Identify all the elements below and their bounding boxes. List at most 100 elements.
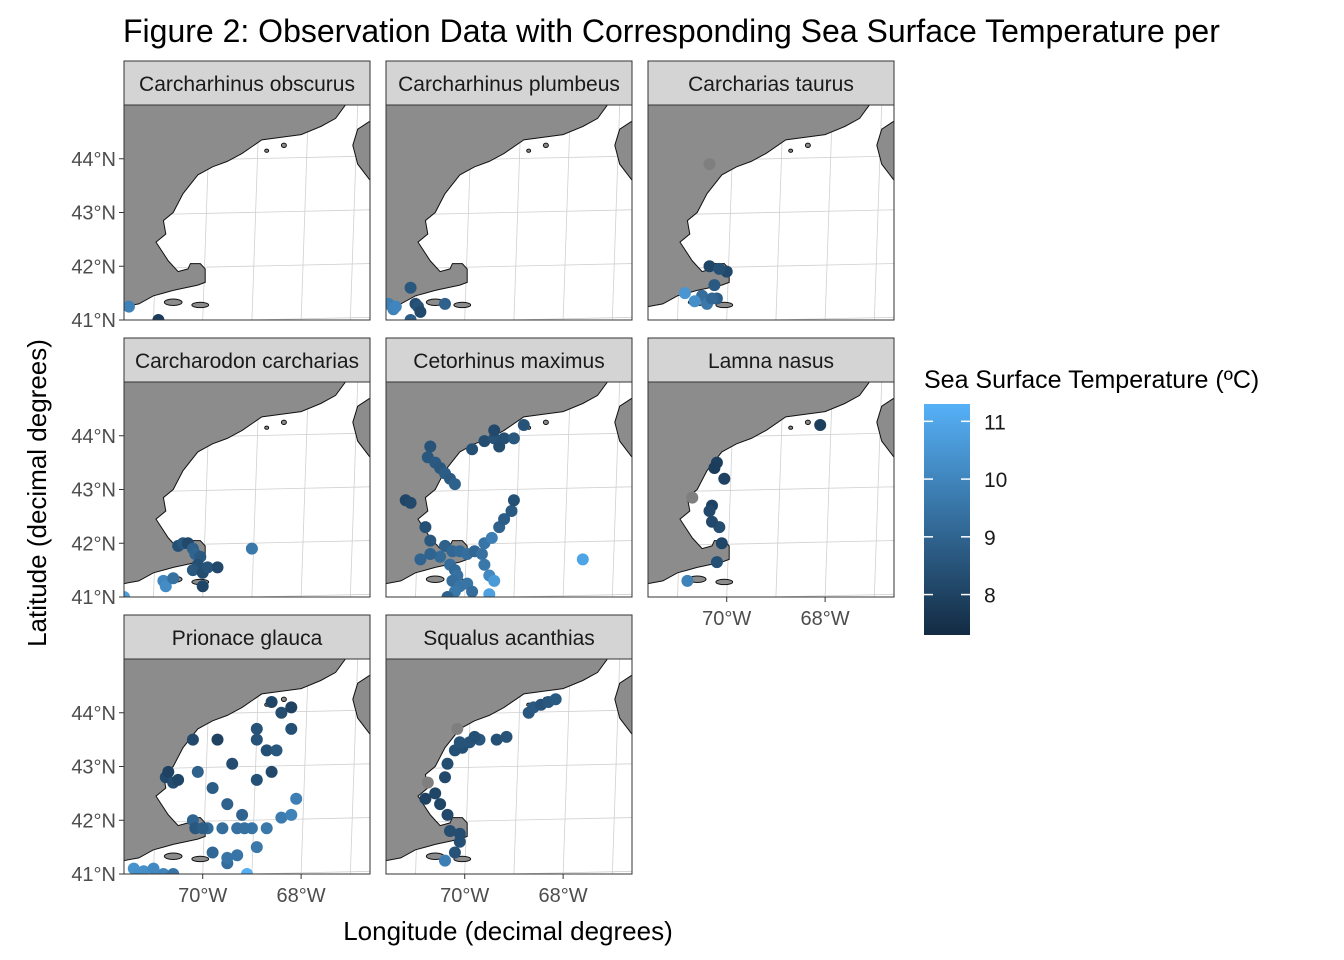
x-tick-label: 68°W: [801, 608, 850, 630]
observation-point: [715, 537, 728, 550]
observation-point: [159, 580, 172, 593]
facet-panel: Cetorhinus maximus: [385, 337, 633, 598]
observation-point: [708, 279, 721, 292]
facet-strip: [123, 337, 371, 383]
graticule-parallel: [228, 316, 370, 320]
observation-point: [226, 757, 239, 770]
island: [280, 696, 287, 702]
observation-point: [221, 851, 234, 864]
observation-point: [404, 281, 417, 294]
observation-point: [708, 462, 721, 474]
observation-point: [404, 496, 417, 509]
observation-point: [424, 548, 437, 560]
observation-point: [270, 744, 283, 757]
facet-strip: [647, 60, 895, 106]
graticule-parallel: [228, 870, 370, 874]
y-tick-label: 44°N: [71, 426, 116, 448]
observation-point: [132, 868, 145, 874]
facet-strip-label: Carcharodon carcharias: [135, 350, 359, 373]
land-mass-nova-scotia: [352, 674, 370, 735]
legend-break-label: 9: [984, 527, 996, 550]
graticule-parallel: [752, 593, 894, 597]
island: [191, 855, 210, 863]
y-tick-label: 43°N: [71, 203, 116, 225]
map-area: [124, 659, 370, 874]
observation-point: [434, 550, 447, 563]
observation-point: [186, 564, 199, 577]
y-tick-label: 44°N: [71, 703, 116, 725]
graticule-meridian: [562, 105, 571, 320]
observation-point: [162, 765, 175, 778]
observation-point: [488, 424, 501, 437]
island: [163, 852, 183, 860]
observation-point: [500, 730, 513, 743]
map-area: [648, 105, 894, 320]
observation-point: [718, 472, 731, 485]
observation-point: [211, 561, 224, 574]
observation-point: [475, 548, 488, 560]
land-mass-nova-scotia: [352, 397, 370, 458]
panel-border: [385, 658, 633, 875]
observation-point: [260, 822, 273, 835]
observation-point: [147, 862, 160, 874]
observation-point: [275, 706, 288, 719]
island: [453, 301, 472, 309]
land-mass: [124, 105, 347, 308]
land-mass-nova-scotia: [876, 397, 894, 458]
observation-point: [414, 553, 427, 566]
land-mass-nova-scotia: [352, 120, 370, 181]
observation-point: [404, 314, 417, 320]
graticule-meridian: [824, 105, 833, 320]
observation-point: [488, 574, 501, 587]
facet-panel: Carcharhinus plumbeus: [385, 60, 633, 321]
graticule-meridian: [300, 105, 309, 320]
island: [715, 578, 734, 586]
observation-point: [429, 787, 442, 800]
observation-point: [507, 494, 520, 507]
island: [542, 142, 549, 148]
observation-point: [238, 822, 251, 835]
island: [163, 298, 183, 306]
observation-point: [290, 792, 303, 805]
facet-strip-label: Carcharias taurus: [688, 73, 854, 96]
island: [280, 142, 287, 148]
observation-point: [439, 771, 451, 784]
land-mass-nova-scotia: [614, 120, 632, 181]
observation-point: [157, 868, 170, 874]
legend-break-label: 8: [984, 585, 996, 608]
facet-strip-label: Lamna nasus: [708, 350, 834, 373]
observation-point: [466, 585, 479, 597]
observation-point: [549, 693, 562, 706]
observation-point: [688, 295, 701, 308]
observation-point: [419, 521, 432, 534]
legend-colorbar: [924, 404, 970, 635]
observation-point: [441, 808, 454, 821]
observation-point: [424, 440, 437, 453]
observation-point: [206, 846, 219, 859]
x-tick-label: 68°W: [277, 885, 326, 907]
facet-strip: [385, 60, 633, 106]
panel-border: [385, 104, 633, 321]
observation-point: [196, 580, 209, 593]
observation-point: [678, 287, 691, 300]
observation-point: [275, 811, 288, 824]
y-axis-title: Latitude (decimal degrees): [22, 339, 52, 647]
y-tick-label: 41°N: [71, 310, 116, 332]
facet-strip-label: Prionace glauca: [172, 627, 323, 650]
facet-strip-label: Squalus acanthias: [423, 627, 595, 650]
observation-point: [260, 744, 273, 757]
observation-point: [211, 733, 224, 746]
observation-point: [414, 305, 427, 318]
observation-point: [245, 542, 258, 555]
observation-point: [490, 733, 503, 746]
facet-strip-label: Carcharhinus obscurus: [139, 73, 355, 96]
observation-point: [448, 846, 461, 859]
observation-point: [241, 868, 253, 874]
observation-point: [265, 765, 278, 778]
graticule-parallel: [752, 316, 894, 320]
observation-point: [231, 849, 244, 862]
panel-border: [385, 381, 633, 598]
graticule-meridian: [562, 382, 571, 597]
observation-point: [706, 515, 718, 528]
